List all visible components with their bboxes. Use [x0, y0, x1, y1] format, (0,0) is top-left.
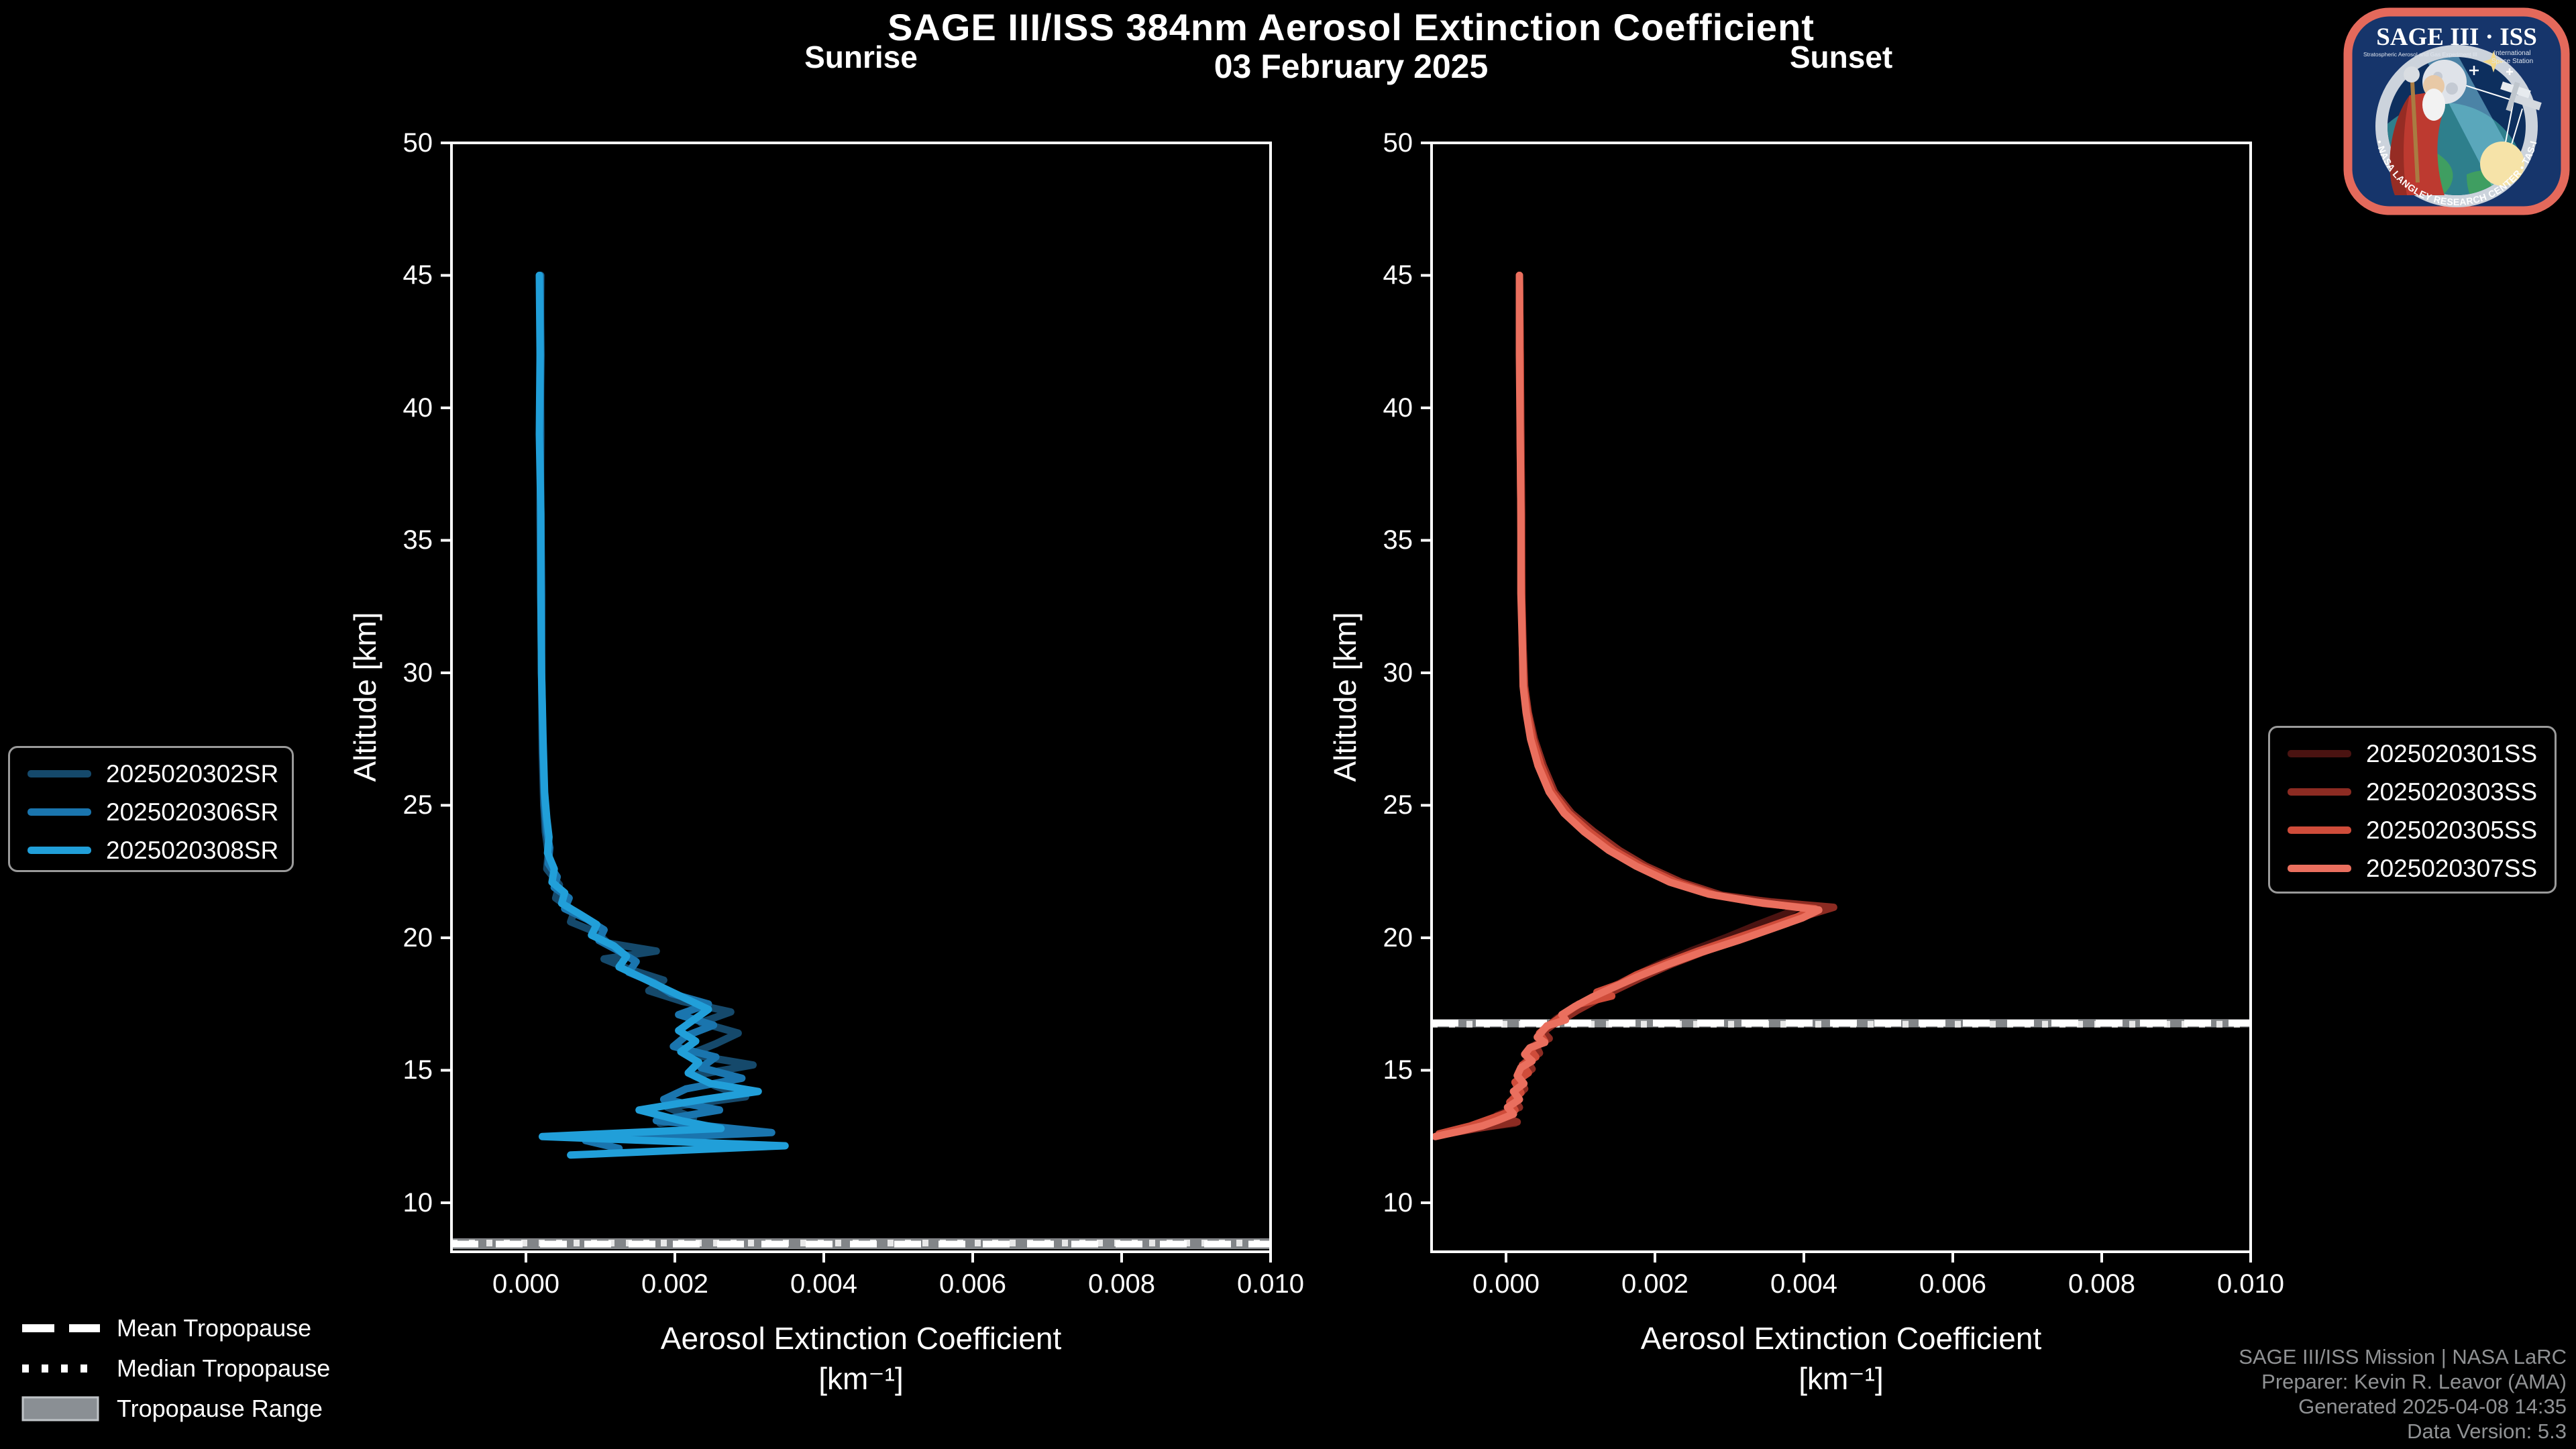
sunset-legend: 2025020301SS 2025020303SS 2025020305SS 2025…	[2268, 726, 2557, 894]
median-tropopause-dot-icon	[22, 1364, 100, 1373]
panel-title-sunset: Sunset	[1789, 40, 1893, 74]
x-tick-label: 0.008	[1087, 1269, 1156, 1299]
profile-line-2025020308SR	[535, 272, 789, 1159]
legend-item: 2025020303SS	[2288, 773, 2555, 811]
legend-item: 2025020302SR	[28, 755, 292, 793]
legend-label: 2025020303SS	[2366, 777, 2538, 806]
legend-swatch	[28, 770, 91, 777]
logo-sun	[2480, 142, 2524, 186]
x-axis-unit-sunrise: [km⁻¹]	[818, 1361, 904, 1396]
y-tick-label: 40	[1383, 392, 1413, 423]
x-tick-label: 0.006	[1919, 1269, 1987, 1299]
profile-line-2025020306SR	[536, 272, 775, 1152]
legend-label: 2025020307SS	[2366, 854, 2538, 882]
footer-preparer: Preparer: Kevin R. Leavor (AMA)	[2261, 1370, 2567, 1393]
y-tick-label: 50	[1383, 128, 1413, 158]
legend-item: 2025020301SS	[2288, 735, 2555, 773]
legend-swatch	[2288, 750, 2351, 757]
y-tick-label: 20	[1383, 922, 1413, 953]
profile-line-2025020302SR	[536, 272, 757, 1127]
legend-label: 2025020302SR	[106, 759, 279, 788]
mean-tropopause-dash-icon	[22, 1324, 100, 1332]
legend-item: 2025020307SS	[2288, 849, 2555, 888]
legend-swatch	[28, 808, 91, 816]
legend-swatch	[2288, 865, 2351, 872]
tropopause-legend: Mean Tropopause Median Tropopause Tropop…	[20, 1308, 449, 1429]
profile-line-2025020305SS	[1435, 272, 1819, 1138]
y-tick-label: 45	[1383, 260, 1413, 290]
x-tick-label: 0.002	[1621, 1269, 1689, 1299]
panel-title-sunrise: Sunrise	[804, 40, 918, 74]
x-tick-label: 0.004	[1770, 1269, 1838, 1299]
legend-swatch	[28, 847, 91, 854]
y-tick-label: 50	[402, 128, 433, 158]
tropopause-legend-median: Median Tropopause	[20, 1348, 449, 1389]
footer-generated: Generated 2025-04-08 14:35	[2298, 1395, 2567, 1418]
x-tick-label: 0.010	[2216, 1269, 2285, 1299]
tropopause-legend-mean: Mean Tropopause	[20, 1308, 449, 1348]
x-tick-label: 0.008	[2068, 1269, 2136, 1299]
y-tick-label: 20	[402, 922, 433, 953]
tropopause-range-patch-icon	[21, 1396, 99, 1421]
footer-mission: SAGE III/ISS Mission | NASA LaRC	[2239, 1345, 2567, 1368]
x-axis-label-sunset: Aerosol Extinction Coefficient	[1640, 1321, 2042, 1356]
logo-subtitle-right1: International	[2493, 50, 2530, 57]
sage-iss-logo: SAGE III · ISS Stratospheric Aerosol and…	[2343, 7, 2570, 215]
y-tick-label: 35	[1383, 525, 1413, 555]
x-tick-label: 0.002	[641, 1269, 709, 1299]
y-tick-label: 10	[402, 1187, 433, 1218]
legend-label: 2025020301SS	[2366, 739, 2538, 767]
x-tick-label: 0.006	[938, 1269, 1007, 1299]
logo-iss-satellite	[2500, 81, 2542, 112]
legend-item: 2025020306SR	[28, 793, 292, 831]
sunrise-legend: 2025020302SR 2025020306SR 2025020308SR	[8, 746, 294, 872]
logo-sage-figure	[2390, 66, 2445, 195]
tropopause-legend-label: Mean Tropopause	[117, 1314, 312, 1342]
tropopause-legend-range: Tropopause Range	[20, 1389, 449, 1429]
y-tick-label: 25	[402, 790, 433, 820]
legend-swatch	[2288, 826, 2351, 834]
x-tick-label: 0.000	[1472, 1269, 1540, 1299]
legend-label: 2025020305SS	[2366, 816, 2538, 844]
legend-swatch	[2288, 788, 2351, 796]
plot-spines	[1430, 142, 2252, 1253]
profile-line-2025020307SS	[1432, 272, 1823, 1140]
footer-credits: SAGE III/ISS Mission | NASA LaRC Prepare…	[1963, 1344, 2567, 1444]
y-tick-label: 40	[402, 392, 433, 423]
sunset-plot-area	[1421, 142, 2252, 1263]
sunrise-plot-area	[441, 142, 1272, 1263]
logo-subtitle-left: Stratospheric Aerosol and Gas Experiment…	[2363, 51, 2477, 58]
logo-star-icon	[2483, 51, 2504, 72]
footer-data-version: Data Version: 5.3	[2407, 1419, 2567, 1443]
page-title: SAGE III/ISS 384nm Aerosol Extinction Co…	[888, 6, 1815, 48]
x-tick-label: 0.004	[790, 1269, 858, 1299]
logo-subtitle-right2: Space Station	[2491, 58, 2533, 65]
y-tick-label: 15	[402, 1055, 433, 1085]
plot-spines	[450, 142, 1272, 1253]
x-axis-unit-sunset: [km⁻¹]	[1799, 1361, 1884, 1396]
y-tick-label: 30	[1383, 657, 1413, 688]
legend-item: 2025020305SS	[2288, 811, 2555, 849]
y-tick-label: 25	[1383, 790, 1413, 820]
profile-line-2025020303SS	[1442, 272, 1837, 1138]
legend-label: 2025020308SR	[106, 836, 279, 864]
legend-item: 2025020308SR	[28, 831, 292, 869]
logo-title: SAGE III · ISS	[2376, 23, 2537, 51]
x-axis-label-sunrise: Aerosol Extinction Coefficient	[660, 1321, 1062, 1356]
y-tick-label: 45	[402, 260, 433, 290]
profile-line-2025020301SS	[1446, 272, 1807, 1136]
y-tick-label: 15	[1383, 1055, 1413, 1085]
tropopause-legend-label: Median Tropopause	[117, 1354, 331, 1382]
tropopause-legend-label: Tropopause Range	[117, 1395, 323, 1422]
date-subtitle: 03 February 2025	[1214, 48, 1489, 85]
legend-label: 2025020306SR	[106, 798, 279, 826]
y-tick-label: 10	[1383, 1187, 1413, 1218]
x-tick-label: 0.000	[492, 1269, 560, 1299]
y-tick-label: 35	[402, 525, 433, 555]
y-tick-label: 30	[402, 657, 433, 688]
x-tick-label: 0.010	[1236, 1269, 1305, 1299]
